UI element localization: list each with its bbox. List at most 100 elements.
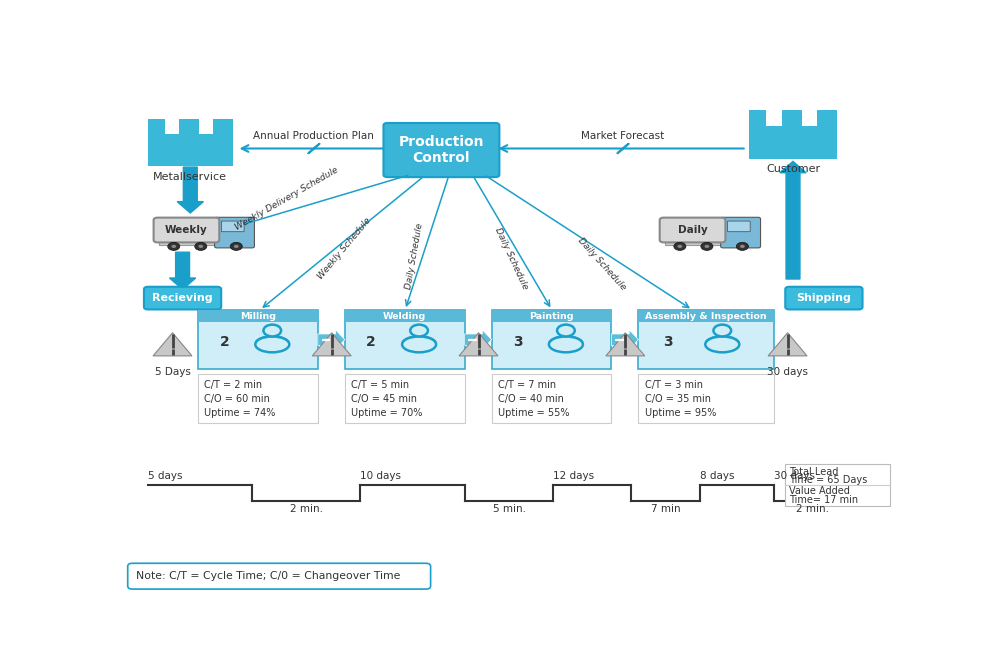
Text: Daily Schedule: Daily Schedule bbox=[576, 236, 628, 291]
Text: 2 min.: 2 min. bbox=[796, 504, 829, 514]
Polygon shape bbox=[749, 110, 837, 135]
Text: 5 Days: 5 Days bbox=[155, 366, 190, 377]
Circle shape bbox=[714, 325, 731, 336]
FancyBboxPatch shape bbox=[492, 375, 611, 423]
FancyBboxPatch shape bbox=[665, 220, 723, 245]
FancyBboxPatch shape bbox=[345, 375, 465, 423]
FancyBboxPatch shape bbox=[198, 310, 318, 322]
Text: Uptime = 95%: Uptime = 95% bbox=[645, 407, 716, 417]
Text: Uptime = 74%: Uptime = 74% bbox=[204, 407, 275, 417]
Text: C/O = 35 min: C/O = 35 min bbox=[645, 394, 711, 404]
Circle shape bbox=[234, 245, 238, 248]
FancyBboxPatch shape bbox=[154, 218, 219, 243]
FancyBboxPatch shape bbox=[214, 217, 254, 248]
Text: 3: 3 bbox=[663, 335, 673, 349]
Text: 12 days: 12 days bbox=[553, 471, 594, 481]
Circle shape bbox=[194, 243, 206, 251]
FancyBboxPatch shape bbox=[198, 310, 318, 369]
Text: Total Lead: Total Lead bbox=[790, 467, 838, 476]
Text: 2: 2 bbox=[366, 335, 376, 349]
FancyArrow shape bbox=[318, 330, 345, 350]
Ellipse shape bbox=[255, 336, 289, 352]
FancyArrow shape bbox=[611, 330, 638, 350]
Polygon shape bbox=[749, 135, 837, 159]
Circle shape bbox=[737, 243, 749, 251]
FancyBboxPatch shape bbox=[786, 464, 889, 506]
Text: Daily Schedule: Daily Schedule bbox=[404, 222, 425, 289]
FancyBboxPatch shape bbox=[144, 287, 221, 310]
Ellipse shape bbox=[549, 336, 583, 352]
Text: C/O = 60 min: C/O = 60 min bbox=[204, 394, 270, 404]
FancyArrow shape bbox=[465, 330, 492, 350]
Text: 10 days: 10 days bbox=[360, 471, 401, 481]
FancyBboxPatch shape bbox=[345, 310, 465, 322]
Text: Milling: Milling bbox=[240, 312, 276, 321]
Text: 30 days: 30 days bbox=[767, 366, 809, 377]
FancyBboxPatch shape bbox=[638, 375, 774, 423]
Polygon shape bbox=[312, 333, 351, 356]
FancyBboxPatch shape bbox=[660, 218, 726, 243]
Circle shape bbox=[171, 245, 176, 248]
Text: 2 min.: 2 min. bbox=[290, 504, 323, 514]
FancyBboxPatch shape bbox=[728, 221, 750, 232]
Circle shape bbox=[167, 243, 179, 251]
FancyBboxPatch shape bbox=[721, 217, 761, 248]
Text: Production
Control: Production Control bbox=[399, 135, 485, 165]
Text: Metallservice: Metallservice bbox=[154, 172, 227, 182]
Text: Customer: Customer bbox=[766, 165, 821, 174]
FancyBboxPatch shape bbox=[492, 310, 611, 322]
Circle shape bbox=[674, 243, 686, 251]
FancyBboxPatch shape bbox=[492, 310, 611, 369]
Text: Annual Production Plan: Annual Production Plan bbox=[253, 131, 374, 141]
Text: C/O = 40 min: C/O = 40 min bbox=[498, 394, 563, 404]
Text: Market Forecast: Market Forecast bbox=[581, 131, 665, 141]
Text: Welding: Welding bbox=[383, 312, 427, 321]
FancyBboxPatch shape bbox=[221, 221, 244, 232]
FancyArrow shape bbox=[780, 161, 807, 279]
FancyBboxPatch shape bbox=[128, 563, 431, 589]
Circle shape bbox=[705, 245, 709, 248]
FancyArrow shape bbox=[169, 252, 195, 289]
FancyBboxPatch shape bbox=[638, 310, 774, 369]
Polygon shape bbox=[459, 333, 498, 356]
Text: Uptime = 70%: Uptime = 70% bbox=[351, 407, 423, 417]
Text: Weekly Delivery Schedule: Weekly Delivery Schedule bbox=[233, 165, 340, 232]
Circle shape bbox=[701, 243, 713, 251]
Circle shape bbox=[410, 325, 428, 336]
Circle shape bbox=[677, 245, 682, 248]
FancyBboxPatch shape bbox=[160, 220, 217, 245]
Text: C/T = 3 min: C/T = 3 min bbox=[645, 381, 703, 390]
Text: Assembly & Inspection: Assembly & Inspection bbox=[645, 312, 767, 321]
Polygon shape bbox=[606, 333, 645, 356]
FancyBboxPatch shape bbox=[786, 287, 862, 310]
Polygon shape bbox=[154, 333, 192, 356]
Text: Uptime = 55%: Uptime = 55% bbox=[498, 407, 569, 417]
Text: Shipping: Shipping bbox=[797, 293, 851, 303]
FancyBboxPatch shape bbox=[198, 375, 318, 423]
Polygon shape bbox=[768, 333, 807, 356]
Ellipse shape bbox=[402, 336, 436, 352]
Text: 5 days: 5 days bbox=[148, 471, 182, 481]
Polygon shape bbox=[148, 119, 232, 142]
Text: 3: 3 bbox=[513, 335, 522, 349]
Text: Weekly Schedule: Weekly Schedule bbox=[316, 216, 373, 281]
Polygon shape bbox=[148, 142, 232, 165]
Text: 8 days: 8 days bbox=[700, 471, 735, 481]
Text: C/O = 45 min: C/O = 45 min bbox=[351, 394, 417, 404]
Text: Painting: Painting bbox=[529, 312, 574, 321]
Circle shape bbox=[740, 245, 745, 248]
Text: 2: 2 bbox=[219, 335, 229, 349]
Text: C/T = 7 min: C/T = 7 min bbox=[498, 381, 556, 390]
Text: Weekly: Weekly bbox=[166, 225, 207, 235]
Text: Daily: Daily bbox=[678, 225, 708, 235]
FancyArrow shape bbox=[177, 167, 203, 213]
Text: Time= 17 min: Time= 17 min bbox=[790, 494, 858, 505]
FancyBboxPatch shape bbox=[384, 123, 499, 177]
Text: 30 days: 30 days bbox=[774, 471, 815, 481]
Text: Note: C/T = Cycle Time; C/0 = Changeover Time: Note: C/T = Cycle Time; C/0 = Changeover… bbox=[137, 572, 401, 581]
Text: C/T = 5 min: C/T = 5 min bbox=[351, 381, 409, 390]
FancyBboxPatch shape bbox=[638, 310, 774, 322]
Text: Recieving: Recieving bbox=[153, 293, 213, 303]
Circle shape bbox=[557, 325, 574, 336]
Text: 7 min: 7 min bbox=[651, 504, 680, 514]
